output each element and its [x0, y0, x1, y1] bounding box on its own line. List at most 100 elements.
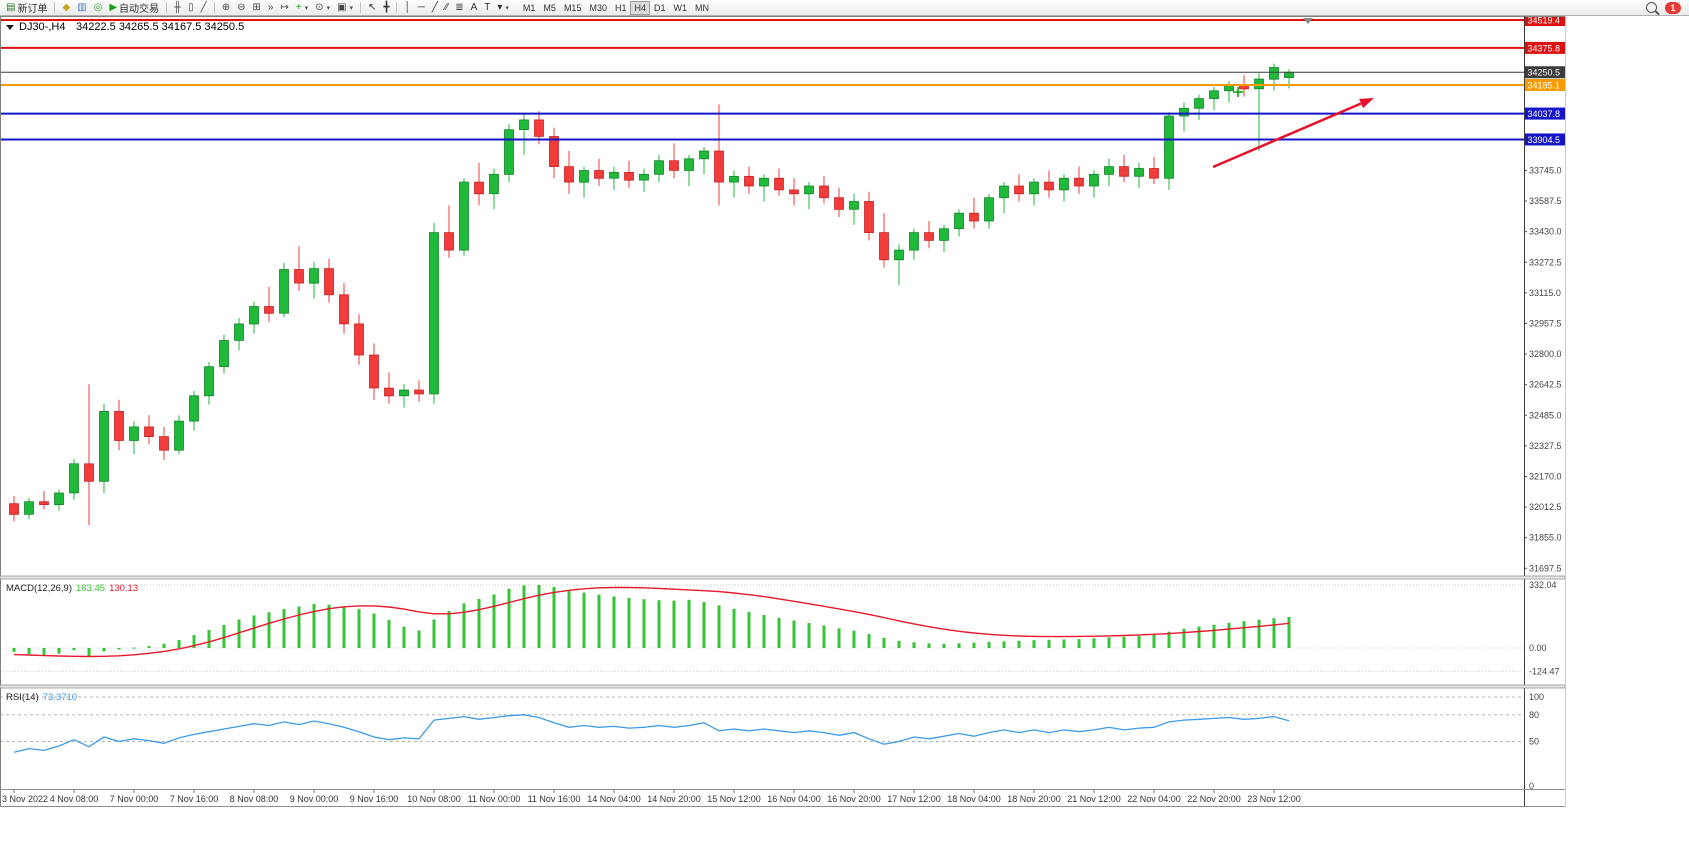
macd-histogram-bar [312, 604, 316, 648]
label-tool-icon[interactable]: T [481, 1, 493, 15]
candle [144, 415, 154, 445]
candle-body [1089, 173, 1099, 187]
line-chart-icon[interactable]: ╱ [198, 1, 210, 15]
horizontal-line-icon[interactable]: ─ [415, 1, 428, 15]
rsi-panel-area[interactable] [0, 688, 1524, 789]
candle-body [864, 201, 874, 233]
timeframe-d1[interactable]: D1 [650, 1, 670, 15]
macd-histogram-bar [402, 626, 406, 648]
zoom-in-icon[interactable]: ⊕ [219, 1, 233, 15]
tile-windows-icon[interactable]: ⊞ [249, 1, 263, 15]
price-tick-label: 32485.0 [1529, 410, 1562, 420]
macd-histogram-bar [507, 588, 511, 648]
macd-histogram-bar [432, 619, 436, 648]
navigator-icon-icon: ◎ [93, 1, 103, 13]
candle-body [504, 129, 514, 175]
macd-panel-area[interactable] [0, 579, 1524, 685]
periods-icon[interactable]: ⊙ ▾ [312, 1, 333, 15]
templates-icon-icon: ▣ [337, 1, 347, 13]
rsi-label: RSI(14) 73.3710 [6, 692, 77, 703]
price-tag [1524, 14, 1565, 27]
candle-body [69, 463, 79, 494]
timeframe-h4[interactable]: H4 [630, 0, 650, 15]
candlestick-chart-icon-icon: ▯ [188, 1, 194, 13]
templates-icon[interactable]: ▣ ▾ [334, 1, 356, 15]
panel-splitter-macd[interactable] [0, 575, 1566, 580]
candle [219, 334, 229, 374]
candle [1119, 154, 1129, 183]
notification-badge[interactable]: 1 [1665, 1, 1681, 14]
candle [1059, 174, 1069, 202]
candle-body [939, 228, 949, 241]
crosshair-icon[interactable]: ╋ [380, 1, 392, 15]
timeframe-m30[interactable]: M30 [585, 1, 611, 15]
timeframe-m1[interactable]: M1 [519, 1, 540, 15]
zoom-out-icon[interactable]: ⊖ [234, 1, 248, 15]
trendline-icon[interactable]: ╱ [429, 1, 441, 15]
chart-window: 34519.4 34375.8 34250.5 34185.1 34037.8 33904… [0, 14, 1689, 855]
macd-histogram-bar [777, 617, 781, 648]
time-axis-scale[interactable] [0, 790, 1524, 806]
macd-histogram-bar [1272, 618, 1276, 648]
vertical-line-icon[interactable]: │ [401, 1, 413, 15]
new-order-button[interactable]: ▤ 新订单 [3, 1, 50, 15]
timeframe-mn[interactable]: MN [691, 1, 713, 15]
candle-body [369, 354, 379, 389]
profiles-icon-icon: ▥ [77, 1, 87, 13]
candle-body [399, 389, 409, 397]
price-tick-label: 33745.0 [1529, 165, 1562, 175]
candle-body [1104, 166, 1114, 175]
chart-shift-marker[interactable] [1303, 18, 1313, 24]
indicators-icon[interactable]: + ▾ [293, 1, 311, 15]
time-axis-label: 14 Nov 20:00 [647, 794, 701, 804]
trend-arrow[interactable] [1212, 102, 1362, 169]
auto-scroll-icon[interactable]: » [265, 1, 277, 15]
macd-histogram-bar [1182, 628, 1186, 648]
chart-shift-icon[interactable]: ↦ [277, 1, 291, 15]
candle [789, 178, 799, 206]
candle-body [129, 426, 139, 441]
candle-body [459, 181, 469, 251]
price-axis-scale[interactable] [1525, 16, 1565, 789]
time-axis-label: 14 Nov 04:00 [587, 794, 641, 804]
profiles-icon[interactable]: ▥ [74, 1, 89, 15]
fibonacci-icon-icon: ≣ [455, 1, 464, 13]
layouts-icon[interactable]: ◆ [59, 1, 73, 15]
candle [189, 391, 199, 431]
cursor-icon[interactable]: ↖ [365, 1, 379, 15]
candle [159, 426, 169, 460]
macd-histogram-bar [552, 586, 556, 648]
timeframe-m5[interactable]: M5 [539, 1, 560, 15]
macd-histogram-bar [792, 620, 796, 648]
fibonacci-icon[interactable]: ≣ [452, 1, 466, 15]
candlestick-chart-icon[interactable]: ▯ [185, 1, 197, 15]
candle [69, 459, 79, 500]
navigator-icon[interactable]: ◎ [91, 1, 106, 15]
timeframe-h1[interactable]: H1 [611, 1, 631, 15]
timeframe-m15[interactable]: M15 [560, 1, 586, 15]
one-click-trading-toggle[interactable] [6, 25, 14, 30]
timeframe-w1[interactable]: W1 [670, 1, 692, 15]
time-axis-label: 15 Nov 12:00 [707, 794, 761, 804]
dropdown-caret-icon: ▾ [349, 4, 354, 12]
text-tool-icon[interactable]: A [468, 1, 481, 15]
search-icon[interactable] [1646, 2, 1657, 13]
time-axis-label: 16 Nov 20:00 [827, 794, 881, 804]
autotrading-button[interactable]: ▶ 自动交易 [106, 1, 162, 15]
candle-body [234, 323, 244, 341]
candle-body [1059, 177, 1069, 191]
candle-body [354, 323, 364, 356]
macd-signal-line [13, 586, 1290, 658]
panel-splitter-rsi[interactable] [0, 684, 1566, 689]
chart-plot-area[interactable] [0, 16, 1524, 576]
macd-histogram-bar [927, 643, 931, 648]
price-tag [1524, 133, 1565, 146]
candle [324, 258, 334, 303]
channel-icon[interactable]: ∕∕ [442, 1, 451, 15]
bar-chart-icon[interactable]: ╫ [171, 1, 184, 15]
timeframes-group: M1 M5 M15 M30 H1 H4 D1 W1 MN [519, 0, 713, 15]
candle-body [759, 177, 769, 187]
arrows-tool-icon[interactable]: ▾ ▾ [494, 1, 512, 15]
tile-windows-icon-icon: ⊞ [252, 1, 261, 13]
macd-histogram-bar [327, 604, 331, 648]
